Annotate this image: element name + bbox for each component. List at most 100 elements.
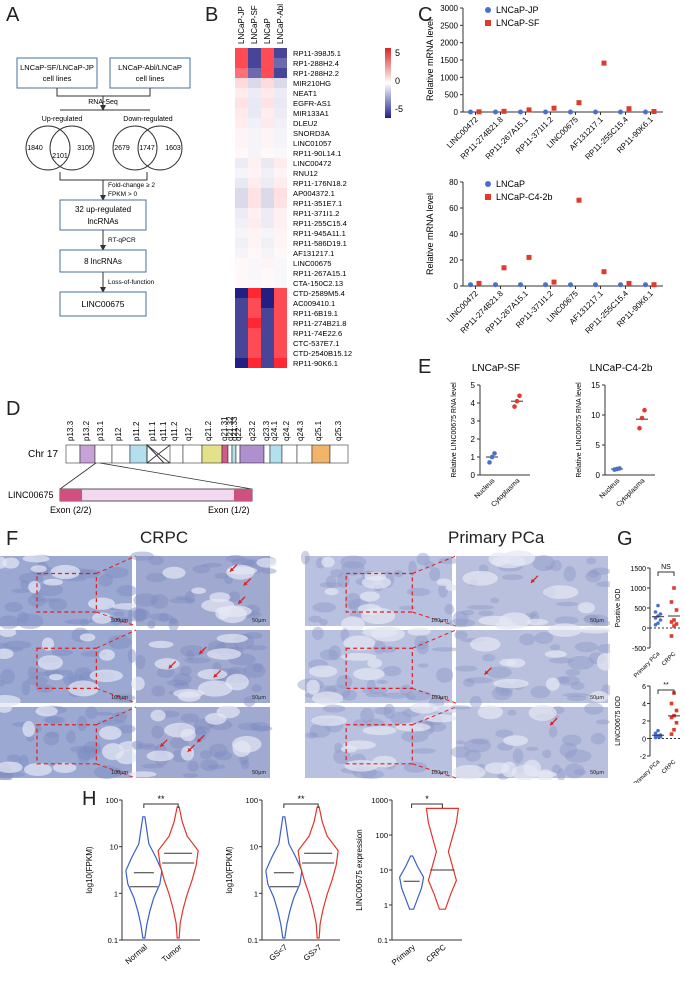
e-point [489, 454, 495, 460]
heatmap-cell [235, 98, 248, 108]
e-y-tick: 3 [471, 417, 476, 426]
heatmap-cell [235, 68, 248, 78]
heatmap-gene-label: RNU12 [293, 169, 318, 178]
venn-up-3105: 3105 [77, 145, 93, 152]
heatmap-gene-label: RP11-267A15.1 [293, 269, 346, 278]
scale-bar-label: 100μm [111, 695, 128, 701]
e-point [637, 425, 642, 431]
violin-shape [425, 807, 460, 910]
loss-of-function-label: Loss-of-function [108, 279, 155, 286]
heatmap-gene-label: MIR210HG [293, 79, 331, 88]
chr-label: Chr 17 [28, 449, 58, 460]
heatmap-cell [248, 208, 261, 218]
c-y-tick: 2000 [440, 39, 458, 48]
heatmap-cell [235, 108, 248, 118]
g-y-tick: 6 [642, 684, 646, 691]
c-y-tick: 3000 [440, 4, 458, 13]
heatmap-panel-b: LNCaP-JP LNCaP-SF LNCaP LNCaP-Abl RP11-398J5… [235, 4, 403, 368]
c-legend-marker-b [485, 194, 491, 200]
h-x-tick: Normal [124, 942, 150, 966]
heatmap-column-label: LNCaP-Abl [276, 4, 285, 44]
box-final-label: LINC00675 [81, 299, 124, 309]
heatmap-cell [235, 278, 248, 288]
c-legend-a: LNCaP-JP [496, 5, 539, 15]
heatmap-color-scale [385, 48, 391, 118]
gene-body [59, 488, 253, 502]
c-point-series-a [468, 109, 473, 115]
c-point-series-b [501, 108, 507, 114]
heatmap-cell [248, 168, 261, 178]
heatmap-cell [274, 348, 287, 358]
chr-band-label: q21.33 [230, 416, 239, 441]
c-y-tick: 2500 [440, 21, 458, 30]
heatmap-cell [274, 118, 287, 128]
heatmap-cell [235, 48, 248, 58]
heatmap-gene-label: CTD-2540B15.12 [293, 349, 352, 358]
heatmap-cell [261, 308, 274, 318]
chr-band-label: q24.1 [270, 420, 279, 441]
chr-band [169, 444, 184, 464]
c-legend-b: LNCaP-SF [496, 18, 540, 28]
heatmap-cell [235, 268, 248, 278]
c-point-series-b [476, 109, 482, 115]
h-x-tick: Tumor [160, 942, 184, 964]
heatmap-cell [235, 138, 248, 148]
h-y-tick: 100 [245, 796, 258, 805]
rnaseq-label: RNA-Seq [88, 99, 118, 106]
histology-image: 100μm [0, 627, 137, 707]
g-x-tick: Primary PCa [633, 651, 662, 680]
heatmap-cell [235, 208, 248, 218]
g-point [672, 727, 676, 732]
heatmap-cell [248, 238, 261, 248]
heatmap-cell [261, 188, 274, 198]
c-x-tick: RP11-255C15.4 [583, 289, 630, 336]
heatmap-gene-label: RP1-288H2.2 [293, 69, 339, 78]
histology-image: 50μm [450, 702, 610, 780]
heatmap-gene-label: NEAT1 [293, 89, 317, 98]
heatmap-cell [274, 298, 287, 308]
heatmap-cell [248, 58, 261, 68]
c-point-series-a [493, 109, 498, 115]
g-point [674, 622, 679, 626]
e-point [642, 407, 647, 413]
c-point-series-b [601, 60, 607, 66]
h-y-tick: 100 [105, 796, 118, 805]
box-right-line1: LNCaP-Abl/LNCaP [118, 63, 182, 72]
heatmap-cell [261, 328, 274, 338]
heatmap-cell [274, 188, 287, 198]
chart-panel-c: 0 500 1000 1500 2000 2500 3000 Relative mRNA le… [425, 4, 663, 336]
heatmap-gene-label: RP11-176N18.2 [293, 179, 347, 188]
heatmap-cell [274, 198, 287, 208]
g-point [656, 728, 660, 733]
heatmap-cell [274, 218, 287, 228]
heatmap-cell [235, 298, 248, 308]
heatmap-cell [248, 288, 261, 298]
e-chart-title: LNCaP-C4-2b [590, 363, 653, 374]
g-point [669, 701, 674, 706]
venn-up-left [25, 125, 71, 171]
histology-image: 100μm [0, 703, 140, 780]
scale-bar-label: 100μm [431, 770, 448, 776]
chr-band-label: q23.3 [262, 420, 271, 441]
heatmap-cell [261, 128, 274, 138]
gene-label: LINC00675 [8, 490, 54, 500]
e-y-label: Relative LINC00675 RNA level [576, 382, 583, 478]
panel-label-e: E [418, 356, 432, 378]
h-y-label: log10(FPKM) [225, 846, 234, 893]
exon-2 [60, 489, 82, 501]
c-point-series-a [543, 282, 548, 288]
heatmap-gene-label: LINC00472 [293, 159, 331, 168]
chr-band [263, 444, 271, 464]
heatmap-cell [274, 248, 287, 258]
h-y-tick: 1 [254, 889, 258, 898]
g-point [672, 624, 676, 628]
histology-image: 50μm [131, 630, 270, 707]
histology-panel-f: CRPC Primary PCa 500μm 100μm 100μm 50μm 50μm… [0, 528, 610, 780]
venn-down-right [137, 125, 183, 171]
g-y-tick: 1500 [630, 566, 646, 573]
heatmap-gene-label: AC009410.1 [293, 299, 335, 308]
c-point-series-b [551, 279, 557, 285]
panel-label-b: B [205, 4, 219, 26]
heatmap-scale-tick: 0 [395, 76, 400, 86]
heatmap-cell [248, 218, 261, 228]
